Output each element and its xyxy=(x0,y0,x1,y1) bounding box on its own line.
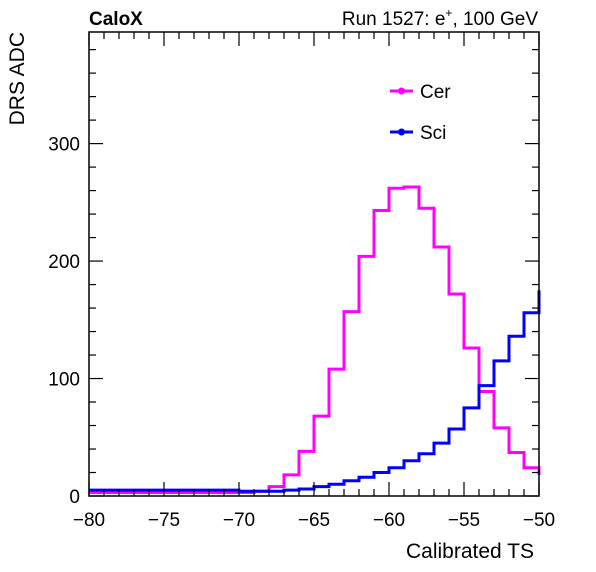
x-tick-label: −60 xyxy=(373,510,405,531)
y-tick-label: 300 xyxy=(48,135,80,156)
x-tick-label: −55 xyxy=(448,510,480,531)
header-run-text: Run 1527: e xyxy=(342,9,446,30)
x-tick-label: −75 xyxy=(148,510,180,531)
y-tick-label: 200 xyxy=(48,252,80,273)
y-axis-title: DRS ADC xyxy=(6,32,29,125)
x-tick-label: −65 xyxy=(298,510,330,531)
legend-marker-cer xyxy=(398,87,405,95)
y-axis: 0 100 200 300 xyxy=(48,49,539,508)
header-left-label: CaloX xyxy=(89,9,143,30)
y-tick-label: 100 xyxy=(48,370,80,391)
series-line-cer xyxy=(89,185,541,494)
header-energy-text: , 100 GeV xyxy=(452,9,538,30)
legend-label-sci: Sci xyxy=(420,123,446,144)
header-right-label: Run 1527: e+, 100 GeV xyxy=(342,6,538,30)
series-line-sci xyxy=(89,290,541,493)
header-superscript: + xyxy=(445,6,452,20)
y-tick-label: 0 xyxy=(69,487,80,508)
x-tick-label: −70 xyxy=(223,510,255,531)
legend-label-cer: Cer xyxy=(420,82,451,103)
x-axis: −80 −75 −70 −65 −60 −55 −50 xyxy=(73,32,555,531)
legend: Cer Sci xyxy=(390,82,451,144)
x-tick-label: −80 xyxy=(73,510,105,531)
legend-marker-sci xyxy=(398,128,405,136)
series-group xyxy=(89,185,541,494)
x-axis-title: Calibrated TS xyxy=(406,540,534,563)
x-tick-label: −50 xyxy=(523,510,555,531)
